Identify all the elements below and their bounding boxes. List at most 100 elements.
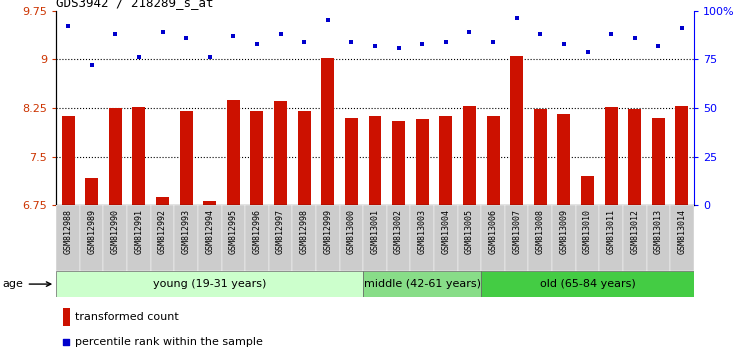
Bar <box>198 205 221 271</box>
Point <box>511 16 523 21</box>
Point <box>440 39 452 45</box>
Point <box>157 29 169 35</box>
Bar <box>321 58 334 205</box>
Bar <box>316 205 340 271</box>
Text: GSM813000: GSM813000 <box>347 209 356 253</box>
Point <box>86 62 98 68</box>
Text: GSM813014: GSM813014 <box>677 209 686 253</box>
Point <box>534 31 546 37</box>
Bar <box>623 205 646 271</box>
Bar <box>179 111 193 205</box>
Bar <box>463 106 476 205</box>
Bar <box>268 205 292 271</box>
Bar <box>80 205 104 271</box>
Point <box>227 33 239 39</box>
Bar <box>552 205 576 271</box>
Bar <box>127 205 151 271</box>
Text: GSM812994: GSM812994 <box>206 209 214 253</box>
Bar <box>62 116 74 205</box>
Bar <box>652 118 664 205</box>
Bar <box>599 205 623 271</box>
Bar <box>56 205 80 271</box>
Point <box>62 23 74 29</box>
Bar <box>646 205 670 271</box>
Bar <box>604 107 617 205</box>
Bar <box>245 205 268 271</box>
Point <box>110 31 122 37</box>
Bar <box>534 109 547 205</box>
Text: GSM813007: GSM813007 <box>512 209 521 253</box>
Text: GSM812991: GSM812991 <box>134 209 143 253</box>
Bar <box>109 108 122 205</box>
Text: transformed count: transformed count <box>75 312 179 322</box>
Bar <box>298 111 310 205</box>
Text: GSM813003: GSM813003 <box>418 209 427 253</box>
Bar <box>174 205 198 271</box>
Text: young (19-31 years): young (19-31 years) <box>153 279 266 289</box>
Bar <box>416 119 429 205</box>
Text: GSM812998: GSM812998 <box>300 209 309 253</box>
Bar <box>86 178 98 205</box>
Bar <box>410 205 434 271</box>
Point <box>204 55 216 60</box>
Bar <box>62 308 70 326</box>
Point <box>251 41 263 46</box>
Text: GSM813012: GSM813012 <box>630 209 639 253</box>
Text: GSM813008: GSM813008 <box>536 209 544 253</box>
Point <box>369 43 381 48</box>
Bar <box>156 197 169 205</box>
Text: GSM813010: GSM813010 <box>583 209 592 253</box>
Text: GSM813006: GSM813006 <box>488 209 497 253</box>
Text: GSM813004: GSM813004 <box>441 209 450 253</box>
Text: GSM813013: GSM813013 <box>654 209 663 253</box>
Text: GSM813001: GSM813001 <box>370 209 380 253</box>
Text: GDS3942 / 218289_s_at: GDS3942 / 218289_s_at <box>56 0 214 10</box>
Bar <box>104 205 127 271</box>
Point <box>487 39 499 45</box>
Bar <box>482 205 505 271</box>
Bar <box>340 205 363 271</box>
Text: GSM812992: GSM812992 <box>158 209 167 253</box>
Text: GSM813002: GSM813002 <box>394 209 403 253</box>
Text: GSM812995: GSM812995 <box>229 209 238 253</box>
Bar <box>274 102 287 205</box>
Bar <box>440 116 452 205</box>
Bar <box>363 205 387 271</box>
Point <box>652 43 664 48</box>
Bar <box>628 109 641 205</box>
Bar <box>387 205 410 271</box>
Bar <box>368 116 382 205</box>
Bar <box>221 205 245 271</box>
Bar <box>510 56 524 205</box>
Text: GSM813009: GSM813009 <box>560 209 568 253</box>
Point <box>180 35 192 41</box>
Bar <box>487 116 500 205</box>
Point <box>676 25 688 31</box>
Text: GSM812993: GSM812993 <box>182 209 190 253</box>
Bar <box>576 205 599 271</box>
Text: GSM812996: GSM812996 <box>253 209 262 253</box>
Text: GSM812989: GSM812989 <box>87 209 96 253</box>
Point <box>61 339 73 345</box>
Bar <box>133 107 146 205</box>
Text: percentile rank within the sample: percentile rank within the sample <box>75 337 263 347</box>
Bar <box>557 114 571 205</box>
Bar <box>434 205 457 271</box>
Point <box>133 55 145 60</box>
Text: GSM813005: GSM813005 <box>465 209 474 253</box>
Bar <box>529 205 552 271</box>
Bar <box>458 205 482 271</box>
Point <box>346 39 358 45</box>
Bar <box>203 201 216 205</box>
Text: middle (42-61 years): middle (42-61 years) <box>364 279 481 289</box>
Point <box>416 41 428 46</box>
Bar <box>56 271 363 297</box>
Text: old (65-84 years): old (65-84 years) <box>540 279 635 289</box>
Point <box>298 39 310 45</box>
Bar <box>581 176 594 205</box>
Bar <box>392 121 405 205</box>
Point <box>464 29 476 35</box>
Point <box>581 48 593 54</box>
Bar <box>292 205 316 271</box>
Bar <box>345 118 358 205</box>
